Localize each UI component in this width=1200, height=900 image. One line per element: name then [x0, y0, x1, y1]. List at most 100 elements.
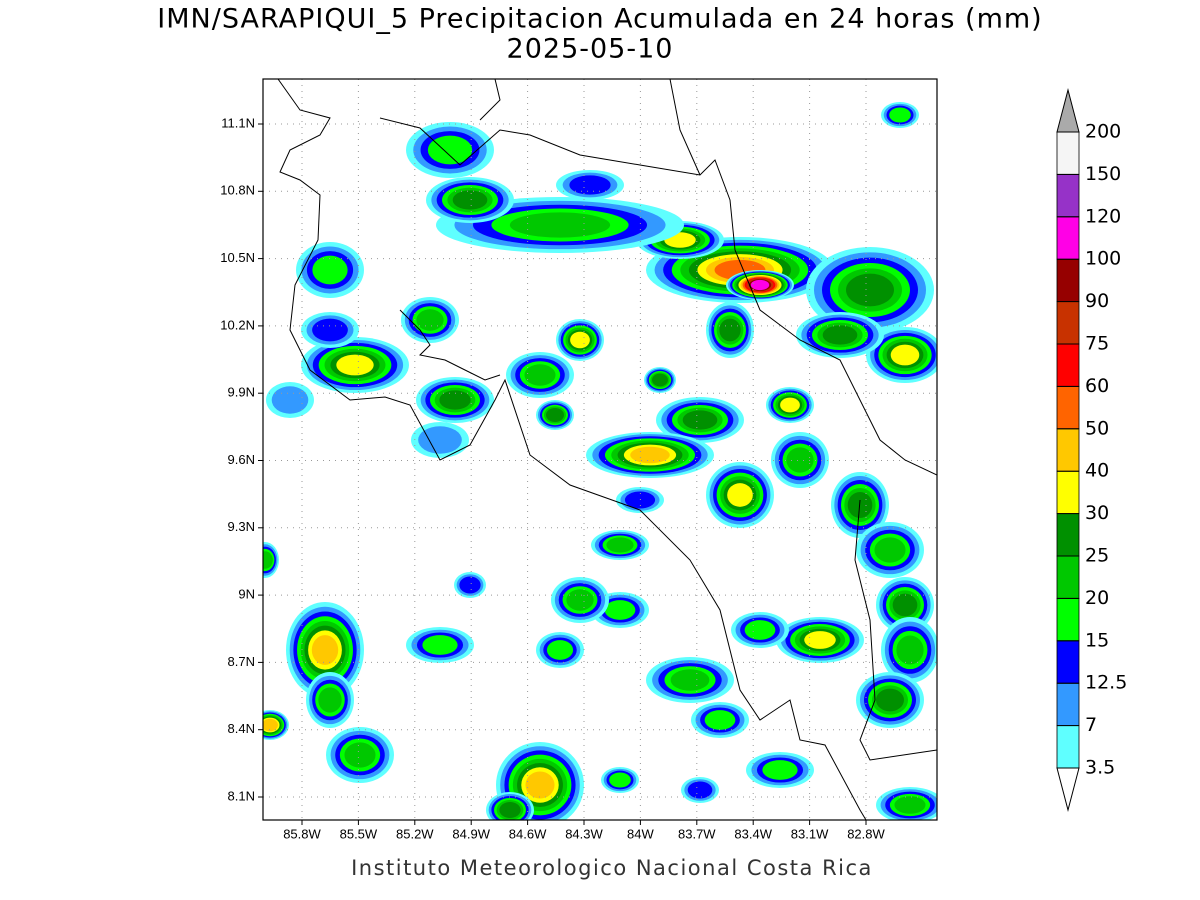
colorbar-band — [1056, 216, 1080, 260]
rain-cell — [719, 318, 741, 342]
colorbar-label: 120 — [1085, 205, 1121, 227]
lon-tick-label: 85.5W — [340, 826, 378, 841]
rain-cell — [896, 635, 924, 665]
colorbar-band — [1056, 301, 1080, 345]
colorbar: 3.5 7 12.5 15 20 25 30 40 50 60 75 90 100 120 150 200 — [1056, 88, 1127, 812]
colorbar-label: 7 — [1085, 714, 1097, 736]
lat-tick-label: 10.8N — [220, 183, 255, 198]
coastlines — [277, 79, 937, 820]
lat-tick-label: 9.9N — [228, 385, 255, 400]
colorbar-label: 50 — [1085, 417, 1109, 439]
lat-tick-label: 11.1N — [221, 115, 255, 130]
rain-cell — [846, 273, 894, 307]
rain-cell — [682, 410, 718, 430]
colorbar-label: 15 — [1085, 629, 1109, 651]
axis-ticks: 11.1N 10.8N 10.5N 10.2N 9.9N 9.6N 9.3N 9N 8.7N 8.… — [220, 115, 885, 841]
lon-tick-label: 84.3W — [565, 826, 603, 841]
rain-cell — [546, 408, 564, 422]
subtitle: 2025-05-10 — [507, 34, 674, 65]
rain-cell — [459, 576, 481, 594]
rain-cell — [604, 600, 636, 620]
colorbar-band — [1056, 555, 1080, 599]
lat-tick-label: 8.7N — [228, 654, 255, 669]
colorbar-band — [1056, 173, 1080, 218]
rain-cell — [876, 688, 904, 712]
rain-cell — [427, 135, 473, 165]
rain-cell — [263, 551, 273, 569]
lat-tick-label: 9.6N — [228, 452, 255, 467]
lon-tick-label: 84W — [627, 826, 654, 841]
rain-cell — [889, 107, 911, 123]
rain-cell — [312, 255, 348, 285]
rain-cell — [569, 175, 611, 195]
rain-cell — [311, 635, 339, 665]
lon-tick-label: 84.9W — [452, 826, 490, 841]
border — [379, 117, 937, 476]
colorbar-label: 100 — [1085, 248, 1121, 270]
rain-cell — [704, 710, 736, 730]
border — [854, 499, 937, 761]
rain-cell — [263, 718, 278, 732]
colorbar-label: 75 — [1085, 333, 1109, 355]
lat-tick-label: 9N — [238, 587, 255, 602]
rain-cell — [762, 760, 798, 780]
colorbar-band — [1056, 725, 1080, 769]
colorbar-label: 200 — [1085, 121, 1121, 143]
rain-cell — [336, 354, 374, 376]
coastline — [479, 79, 501, 121]
rain-cell — [874, 537, 906, 563]
colorbar-over — [1056, 88, 1080, 133]
coastline — [399, 309, 501, 381]
colorbar-band — [1056, 131, 1080, 175]
rain-cell — [894, 796, 926, 814]
colorbar-band — [1056, 428, 1080, 472]
rain-cell — [780, 397, 800, 413]
colorbar-band — [1056, 470, 1080, 515]
colorbar-label: 30 — [1085, 502, 1109, 524]
colorbar-label: 60 — [1085, 375, 1109, 397]
rain-cell — [890, 344, 920, 366]
lon-tick-label: 83.7W — [678, 826, 716, 841]
colorbar-band — [1056, 258, 1080, 303]
lon-tick-label: 83.1W — [791, 826, 829, 841]
lat-tick-label: 8.4N — [228, 721, 255, 736]
lat-tick-label: 10.2N — [220, 317, 255, 332]
lon-tick-label: 85.8W — [283, 826, 321, 841]
rain-cell — [652, 373, 668, 387]
coastline — [669, 79, 701, 176]
title: IMN/SARAPIQUI_5 Precipitacion Acumulada … — [157, 4, 1042, 35]
colorbar-label: 150 — [1085, 163, 1121, 185]
rain-cell — [509, 212, 611, 238]
rain-cell — [804, 631, 836, 649]
rain-cell — [318, 687, 342, 713]
precipitation-field — [263, 102, 937, 820]
lon-tick-label: 85.2W — [396, 826, 434, 841]
rain-cell — [418, 426, 462, 454]
rain-cell — [499, 802, 521, 818]
lon-tick-label: 83.4W — [734, 826, 772, 841]
rain-cell — [416, 309, 444, 331]
rain-cell — [546, 640, 574, 660]
colorbar-label: 40 — [1085, 460, 1109, 482]
colorbar-band — [1056, 640, 1080, 684]
rain-cell — [606, 537, 634, 553]
rain-cell — [630, 446, 670, 464]
rain-cell — [624, 491, 656, 509]
colorbar-label: 3.5 — [1085, 757, 1115, 779]
lat-tick-label: 10.5N — [220, 250, 255, 265]
rain-cell — [344, 742, 376, 768]
rain-cell — [786, 447, 814, 473]
rain-cell — [750, 279, 770, 291]
rain-cell — [727, 483, 753, 507]
rain-cell — [670, 669, 710, 691]
rain-cell — [892, 593, 918, 617]
rain-cell — [439, 390, 471, 410]
coastline — [277, 79, 867, 820]
colorbar-under — [1056, 767, 1080, 812]
colorbar-label: 90 — [1085, 290, 1109, 312]
grid — [263, 79, 937, 820]
colorbar-band — [1056, 682, 1080, 727]
lat-tick-label: 8.1N — [228, 788, 255, 803]
colorbar-band — [1056, 513, 1080, 557]
